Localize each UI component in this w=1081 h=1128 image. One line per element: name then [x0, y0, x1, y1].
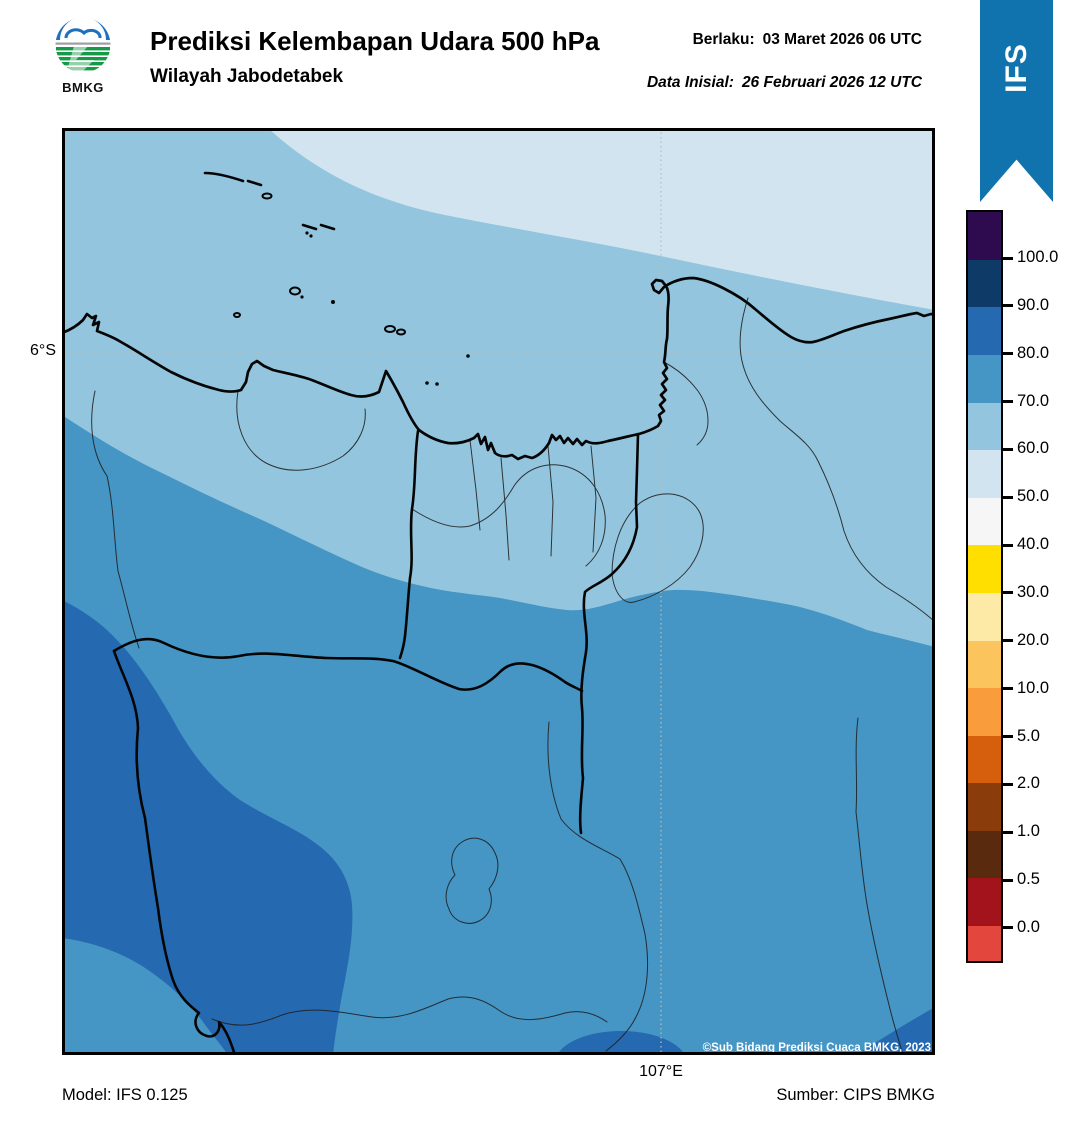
- colorbar-tick: [1003, 687, 1013, 691]
- initial-time-line: Data Inisial: 26 Februari 2026 12 UTC: [647, 74, 922, 92]
- bmkg-logo-icon: [55, 17, 111, 73]
- contour-band-70-80-corner-patch: [62, 938, 228, 1055]
- colorbar: [966, 210, 1003, 963]
- colorbar-segment: [968, 307, 1001, 355]
- page-subtitle: Wilayah Jabodetabek: [150, 66, 344, 87]
- regency-boundaries: [112, 429, 640, 1055]
- ifs-ribbon: IFS: [980, 0, 1053, 202]
- jakarta-east-border: [578, 432, 640, 835]
- page-title: Prediksi Kelembapan Udara 500 hPa: [150, 26, 600, 56]
- longitude-tick-label: 107°E: [639, 1063, 683, 1080]
- colorbar-tick: [1003, 830, 1013, 834]
- colorbar-tick: [1003, 591, 1013, 595]
- map-copyright: ©Sub Bidang Prediksi Cuaca BMKG, 2023: [703, 1042, 931, 1054]
- map-frame: [62, 128, 935, 1055]
- valid-time-line: Berlaku: 03 Maret 2026 06 UTC: [693, 31, 922, 49]
- colorbar-tick: [1003, 400, 1013, 404]
- initial-time-label: Data Inisial:: [646, 74, 734, 91]
- colorbar-tick-label: 100.0: [1017, 248, 1059, 266]
- colorbar-tick-label: 1.0: [1017, 822, 1040, 841]
- colorbar-tick-label: 60.0: [1017, 439, 1050, 458]
- contour-band-80-90-southwest: [62, 600, 353, 1055]
- colorbar-tick-label: 80.0: [1017, 343, 1050, 362]
- bmkg-logo-text: BMKG: [62, 80, 104, 95]
- bmkg-logo: BMKG: [54, 16, 112, 95]
- model-caption: Model: IFS 0.125: [62, 1086, 188, 1104]
- colorbar-tick-label: 70.0: [1017, 391, 1050, 410]
- colorbar-segment: [968, 259, 1001, 308]
- colorbar-tick-label: 50.0: [1017, 487, 1050, 506]
- colorbar-segment: [968, 497, 1001, 546]
- colorbar-segment: [968, 878, 1001, 927]
- latitude-tick-label: 6°S: [30, 342, 56, 359]
- colorbar-segment: [968, 545, 1001, 593]
- colorbar-tick-label: 2.0: [1017, 774, 1040, 793]
- colorbar-segment: [968, 783, 1001, 831]
- colorbar-tick: [1003, 304, 1013, 308]
- jakarta-west-border: [398, 429, 420, 660]
- valid-time-value: 03 Maret 2026 06 UTC: [762, 31, 922, 48]
- colorbar-segment: [968, 640, 1001, 689]
- colorbar-tick-label: 20.0: [1017, 630, 1050, 649]
- colorbar-segment: [968, 592, 1001, 641]
- colorbar-tick: [1003, 543, 1013, 547]
- colorbar-tick: [1003, 639, 1013, 643]
- bogor-west-border: [112, 649, 237, 1055]
- colorbar-tick: [1003, 926, 1013, 930]
- initial-time-value: 26 Februari 2026 12 UTC: [741, 74, 922, 91]
- colorbar-segment: [968, 212, 1001, 260]
- colorbar-tick: [1003, 495, 1013, 499]
- humidity-map: ©Sub Bidang Prediksi Cuaca BMKG, 2023: [62, 128, 935, 1055]
- contour-band-50-60: [268, 128, 935, 310]
- colorbar-segment: [968, 830, 1001, 879]
- colorbar-tick: [1003, 447, 1013, 451]
- source-caption: Sumber: CIPS BMKG: [776, 1086, 935, 1104]
- bogor-north-border: [112, 637, 584, 693]
- coastline: [62, 276, 935, 461]
- colorbar-segment: [968, 688, 1001, 736]
- colorbar-segment: [968, 402, 1001, 451]
- colorbar-segment: [968, 926, 1001, 961]
- colorbar-tick-label: 0.5: [1017, 870, 1040, 889]
- valid-time-label: Berlaku:: [692, 31, 755, 48]
- colorbar-tick-label: 5.0: [1017, 726, 1040, 745]
- colorbar-tick-label: 90.0: [1017, 295, 1050, 314]
- colorbar-segment: [968, 735, 1001, 784]
- colorbar-tick: [1003, 782, 1013, 786]
- ifs-ribbon-label: IFS: [999, 42, 1033, 93]
- colorbar-tick-label: 10.0: [1017, 678, 1050, 697]
- colorbar-tick-label: 40.0: [1017, 535, 1050, 554]
- islands: [203, 171, 470, 386]
- colorbar-tick: [1003, 352, 1013, 356]
- colorbar-tick-label: 0.0: [1017, 917, 1040, 936]
- colorbar-segment: [968, 354, 1001, 403]
- district-boundaries: [91, 297, 935, 1055]
- colorbar-tick: [1003, 878, 1013, 882]
- colorbar-tick: [1003, 735, 1013, 739]
- colorbar-tick-label: 30.0: [1017, 582, 1050, 601]
- contour-band-80-90-south-patch: [557, 1031, 685, 1055]
- colorbar-tick: [1003, 256, 1013, 260]
- colorbar-segment: [968, 450, 1001, 498]
